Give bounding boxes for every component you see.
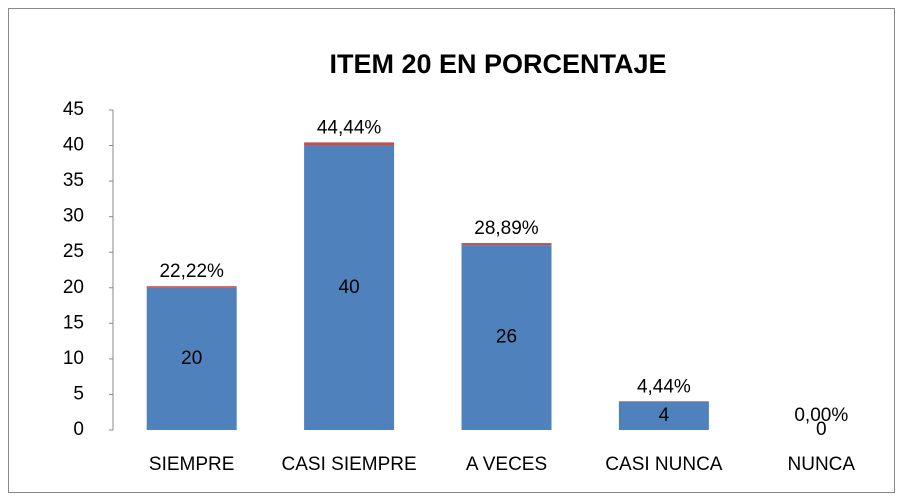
y-tick-label: 20 <box>63 277 84 298</box>
value-label: 28,89% <box>474 218 539 239</box>
x-tick-label: A VECES <box>466 454 547 475</box>
y-tick-label: 30 <box>63 206 84 227</box>
value-label: 4,44% <box>637 376 691 397</box>
y-tick-label: 10 <box>63 348 84 369</box>
x-tick-label: NUNCA <box>788 454 856 475</box>
y-tick-label: 25 <box>63 241 84 262</box>
bar-segment <box>146 286 237 288</box>
value-label: 40 <box>339 277 360 298</box>
x-tick-label: SIEMPRE <box>149 454 235 475</box>
y-tick-label: 40 <box>63 135 84 156</box>
bar-segment <box>618 401 709 430</box>
y-tick-label: 35 <box>63 170 84 191</box>
bar-segment <box>304 145 395 431</box>
y-tick-label: 0 <box>73 419 84 440</box>
value-label: 22,22% <box>159 261 224 282</box>
value-label: 0 <box>816 419 827 440</box>
chart-title: ITEM 20 EN PORCENTAJE <box>329 49 666 79</box>
y-tick-label: 45 <box>63 99 84 120</box>
value-label: 26 <box>496 327 517 348</box>
chart-border <box>8 8 895 493</box>
value-label: 0,00% <box>794 405 848 426</box>
y-tick-label: 15 <box>63 312 84 333</box>
y-tick-label: 5 <box>73 383 84 404</box>
x-tick-label: CASI SIEMPRE <box>282 454 417 475</box>
bar-segment <box>304 142 395 146</box>
bar-segment <box>461 243 552 246</box>
value-label: 4 <box>659 405 670 426</box>
bar-segment <box>461 245 552 430</box>
bar-segment <box>146 287 237 430</box>
x-tick-label: CASI NUNCA <box>605 454 723 475</box>
value-label: 44,44% <box>317 117 382 138</box>
value-label: 20 <box>181 348 202 369</box>
